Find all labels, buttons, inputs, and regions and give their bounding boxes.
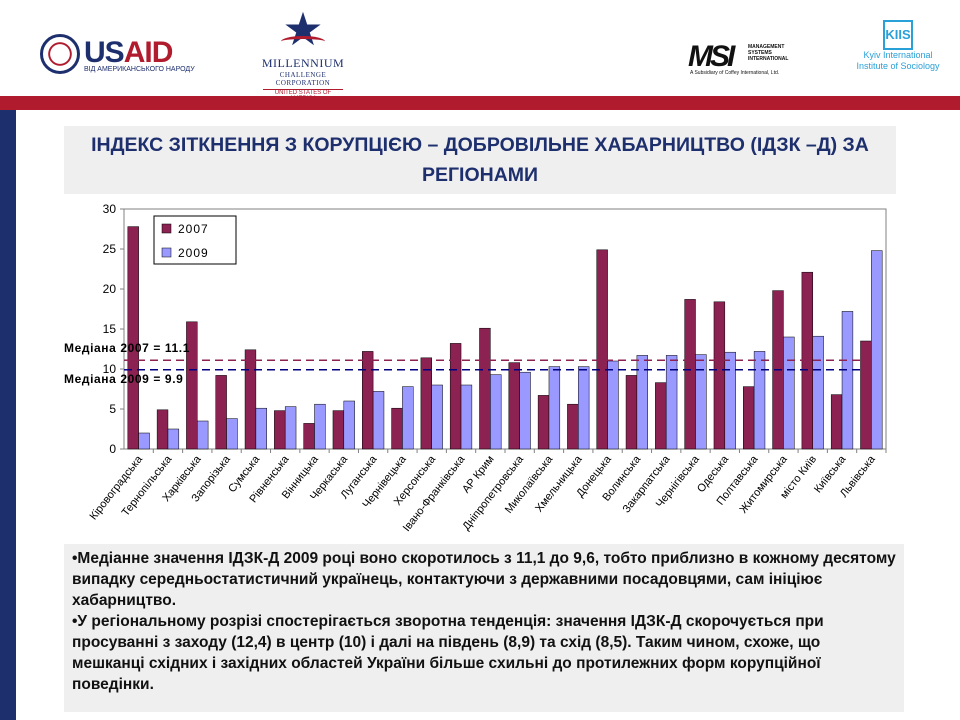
legend-swatch <box>161 223 172 234</box>
bar-2007 <box>567 403 579 450</box>
bar-2009 <box>343 400 355 450</box>
bar-2009 <box>812 335 824 450</box>
x-category-label: Кіровоградська <box>88 453 146 523</box>
usaid-word-a: US <box>84 36 125 69</box>
bar-2007 <box>274 410 286 450</box>
bar-2007 <box>713 301 726 450</box>
bar-2007 <box>830 394 843 450</box>
bar-2009 <box>841 311 854 450</box>
legend-label: 2007 <box>178 222 209 236</box>
y-tick-label: 25 <box>103 242 117 256</box>
header-logos: USAID ВІД АМЕРИКАНСЬКОГО НАРОДУ ★ MILLEN… <box>0 0 960 102</box>
msi-subtitle: A Subsidiary of Coffey International, Lt… <box>690 70 780 76</box>
median-label: Медіана 2009 = 9.9 <box>64 372 183 386</box>
usaid-word-b: AID <box>123 36 174 69</box>
title-box: ІНДЕКС ЗІТКНЕННЯ З КОРУПЦІЄЮ – ДОБРОВІЛЬ… <box>64 126 896 194</box>
bar-2009 <box>695 354 707 450</box>
bar-2009 <box>490 374 502 450</box>
bar-2009 <box>578 366 590 450</box>
summary-bullet: •Медіанне значення ІДЗК-Д 2009 році воно… <box>72 550 896 609</box>
header-divider <box>0 96 960 110</box>
kiis-line2: Institute of Sociology <box>856 61 940 71</box>
bar-2009 <box>314 403 326 450</box>
mcc-line2: CHALLENGE CORPORATION <box>275 71 331 87</box>
summary-bullet: •У регіональному розрізі спостерігається… <box>72 613 824 693</box>
kiis-line1: Kyiv International <box>863 50 933 60</box>
mcc-line1: MILLENNIUM <box>261 56 345 70</box>
bar-2009 <box>197 420 209 450</box>
bar-2009 <box>753 351 766 450</box>
msi-line: MANAGEMENT <box>748 44 785 50</box>
y-tick-label: 5 <box>109 402 116 416</box>
kiis-logo: KIIS Kyiv International Institute of Soc… <box>850 20 946 90</box>
bar-2009 <box>724 351 736 450</box>
bar-2007 <box>391 407 403 450</box>
bar-2007 <box>860 340 872 450</box>
bar-2007 <box>479 327 491 450</box>
usaid-seal-icon <box>40 34 80 74</box>
bar-2007 <box>215 375 227 450</box>
summary-box: •Медіанне значення ІДЗК-Д 2009 році воно… <box>64 544 904 712</box>
bar-2007 <box>684 299 696 450</box>
usaid-subtitle: ВІД АМЕРИКАНСЬКОГО НАРОДУ <box>84 66 195 73</box>
bar-2009 <box>783 336 795 450</box>
bar-2009 <box>402 386 414 450</box>
y-tick-label: 15 <box>103 322 117 336</box>
bar-2009 <box>431 384 443 450</box>
bar-2007 <box>420 357 432 450</box>
bar-2009 <box>607 360 619 450</box>
bar-2009 <box>665 355 678 450</box>
mcc-logo: ★ MILLENNIUM CHALLENGE CORPORATION UNITE… <box>255 6 351 102</box>
y-tick-label: 10 <box>103 362 117 376</box>
bar-2007 <box>156 409 169 450</box>
bar-2007 <box>362 351 374 450</box>
legend-swatch <box>161 247 172 258</box>
bar-2009 <box>167 428 180 450</box>
msi-wordmark: MSI <box>688 40 735 73</box>
bar-2009 <box>226 418 238 450</box>
msi-logo: MSI MANAGEMENT SYSTEMS INTERNATIONAL A S… <box>688 40 818 80</box>
y-tick-label: 0 <box>109 442 116 456</box>
bar-2007 <box>537 395 550 450</box>
bar-2009 <box>460 384 473 450</box>
bar-2007 <box>625 375 638 450</box>
bar-chart: 051015202530КіровоградськаТернопільськаХ… <box>64 202 887 534</box>
plot-area <box>123 208 887 450</box>
bar-2007 <box>127 226 139 450</box>
bar-2009 <box>372 391 385 450</box>
bar-2009 <box>255 407 267 450</box>
bar-2007 <box>596 249 608 450</box>
bar-2009 <box>548 366 561 450</box>
bar-2009 <box>519 371 531 450</box>
median-label: Медіана 2007 = 11.1 <box>64 341 190 355</box>
left-sidebar-stripe <box>0 96 16 720</box>
bar-2009 <box>138 432 150 450</box>
legend-label: 2009 <box>178 246 209 260</box>
kiis-mark: KIIS <box>883 20 913 50</box>
bar-2007 <box>508 362 520 450</box>
bar-2007 <box>244 349 257 450</box>
bar-2007 <box>449 343 462 450</box>
bar-2007 <box>303 423 315 450</box>
swoosh-icon <box>281 36 325 47</box>
bar-2007 <box>743 386 755 450</box>
bar-2009 <box>871 250 883 450</box>
bar-2009 <box>284 406 297 450</box>
msi-line: SYSTEMS <box>748 50 772 56</box>
bar-2007 <box>186 321 198 450</box>
usaid-logo: USAID ВІД АМЕРИКАНСЬКОГО НАРОДУ <box>40 34 195 76</box>
bar-2007 <box>332 410 345 450</box>
slide-title: ІНДЕКС ЗІТКНЕННЯ З КОРУПЦІЄЮ – ДОБРОВІЛЬ… <box>91 134 869 186</box>
y-tick-label: 20 <box>103 282 117 296</box>
msi-line: INTERNATIONAL <box>748 56 789 62</box>
usaid-wordmark: USAID <box>84 36 174 70</box>
msi-lines: MANAGEMENT SYSTEMS INTERNATIONAL <box>748 44 788 62</box>
y-tick-label: 30 <box>103 202 117 216</box>
bar-2007 <box>655 382 667 450</box>
bar-2009 <box>636 355 648 450</box>
